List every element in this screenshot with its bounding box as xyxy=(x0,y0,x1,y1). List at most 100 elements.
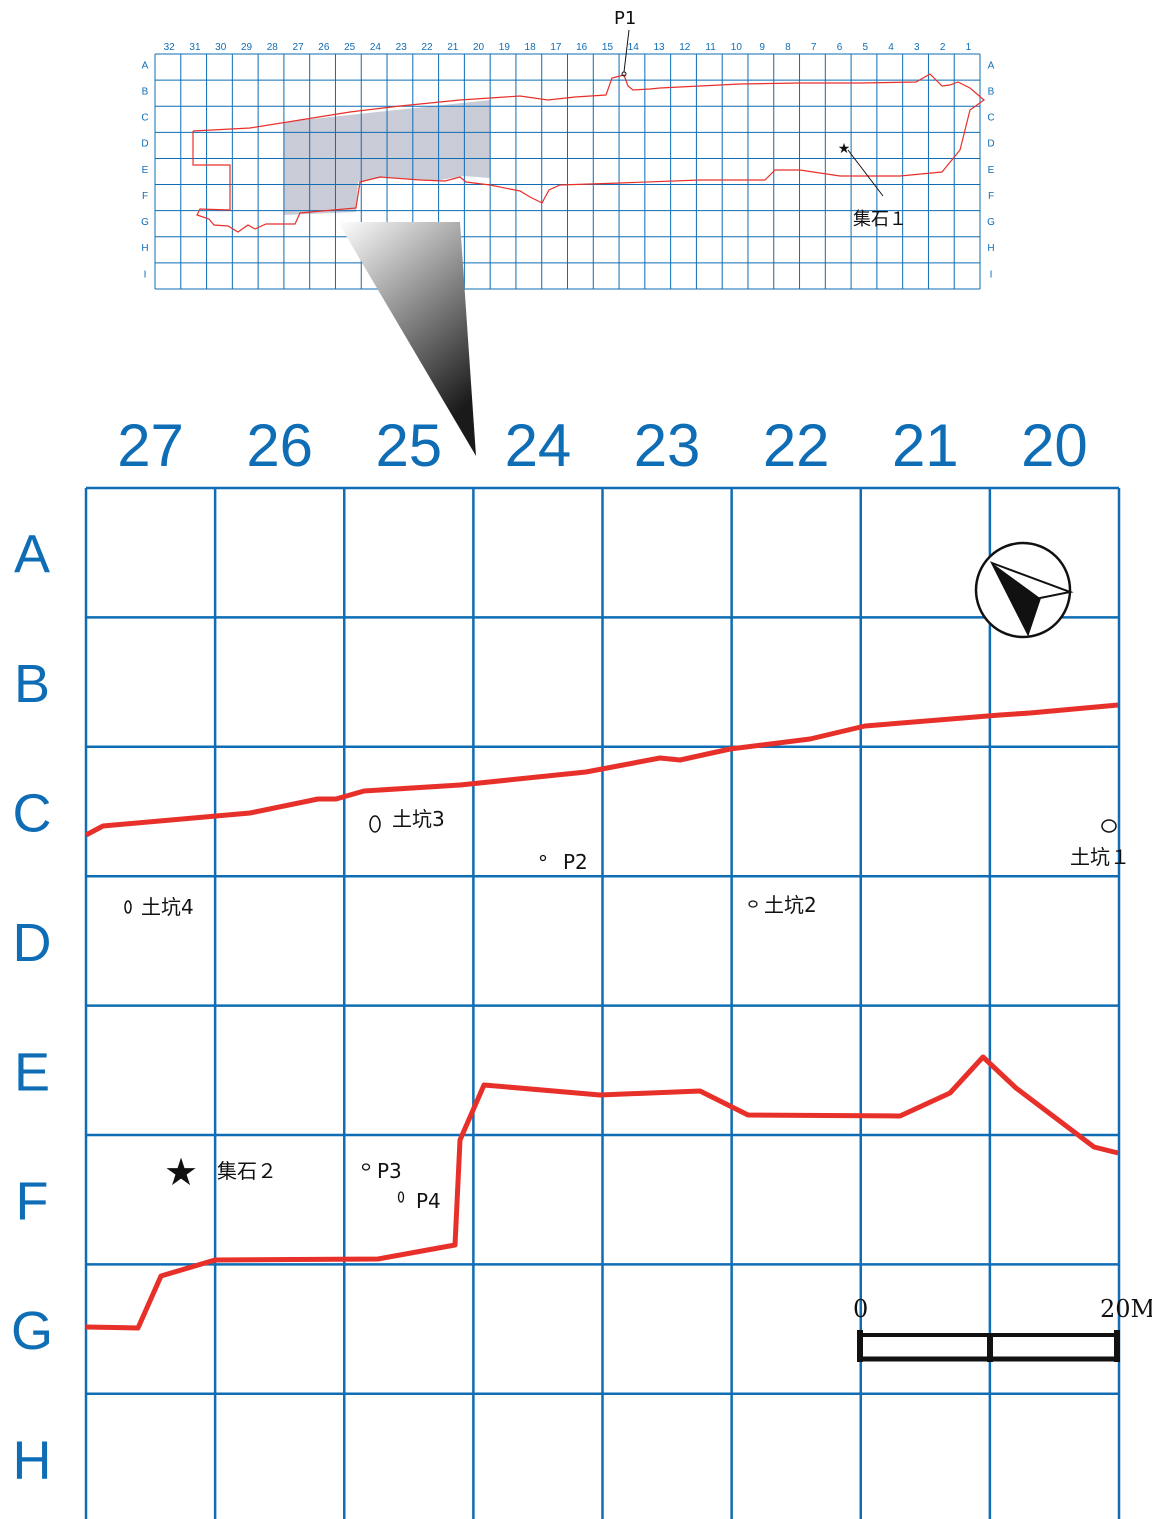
overview-row-label-right: A xyxy=(988,60,995,71)
overview-column-label: 22 xyxy=(421,42,433,53)
overview-row-labels: A A B B C C D D E E F F G G H H I I xyxy=(141,60,995,280)
detail-row-labels: A B C D E F G H xyxy=(11,525,53,1491)
overview-column-label: 7 xyxy=(811,42,817,53)
post-p3-label: P3 xyxy=(377,1159,402,1183)
overview-p1-leader xyxy=(623,29,630,73)
pit-1-label: 土坑１ xyxy=(1070,845,1130,869)
overview-column-label: 17 xyxy=(550,42,562,53)
overview-p1-marker xyxy=(621,71,627,77)
overview-site-boundary xyxy=(192,73,985,233)
scale-max-label: 20M xyxy=(1100,1295,1152,1323)
pit-2-label: 土坑2 xyxy=(764,893,817,917)
overview-column-label: 12 xyxy=(679,42,691,53)
overview-column-label: 9 xyxy=(759,42,765,53)
overview-column-label: 14 xyxy=(628,42,640,53)
overview-row-label-left: I xyxy=(144,269,147,280)
overview-row-label-right: H xyxy=(987,243,994,254)
overview-row-label-right: F xyxy=(988,191,994,202)
overview-row-label-left: D xyxy=(141,139,148,150)
overview-column-label: 19 xyxy=(499,42,511,53)
post-p3-marker xyxy=(361,1163,371,1171)
overview-column-label: 26 xyxy=(318,42,330,53)
overview-column-label: 11 xyxy=(705,42,716,53)
overview-column-label: 24 xyxy=(370,42,382,53)
zoom-connector xyxy=(338,222,476,456)
overview-column-label: 10 xyxy=(731,42,743,53)
overview-row-label-left: E xyxy=(142,165,149,176)
overview-column-label: 3 xyxy=(914,42,920,53)
overview-stone-cluster-1-leader xyxy=(847,149,884,197)
detail-south-boundary xyxy=(85,1054,1119,1331)
detail-row-label: E xyxy=(14,1042,50,1102)
pit-2-marker xyxy=(748,900,758,908)
overview-row-label-left: B xyxy=(142,86,149,97)
overview-column-label: 27 xyxy=(293,42,305,53)
overview-column-label: 4 xyxy=(888,42,894,53)
scale-bar: 0 20M xyxy=(853,1295,1152,1362)
detail-column-labels: 27 26 25 24 23 22 21 20 xyxy=(117,412,1088,479)
overview-row-label-right: G xyxy=(987,217,995,228)
star-icon: ★ xyxy=(164,1152,198,1194)
overview-column-label: 30 xyxy=(215,42,227,53)
detail-row-label: C xyxy=(13,784,52,844)
scale-min-label: 0 xyxy=(853,1295,868,1323)
pit-3-label: 土坑3 xyxy=(392,807,445,831)
overview-row-label-right: B xyxy=(988,86,995,97)
overview-column-label: 29 xyxy=(241,42,253,53)
overview-column-labels: 32 31 30 29 28 27 26 25 24 23 22 21 20 19 18 17 16 15 14 13… xyxy=(164,42,972,53)
overview-column-label: 2 xyxy=(940,42,946,53)
detail-row-label: D xyxy=(13,913,52,973)
overview-row-label-left: G xyxy=(141,217,149,228)
detail-grid xyxy=(84,486,1121,1519)
detail-north-boundary xyxy=(84,702,1119,838)
overview-stone-cluster-1-label: 集石１ xyxy=(853,209,907,230)
overview-row-label-left: C xyxy=(141,113,148,124)
detail-row-label: B xyxy=(14,654,50,714)
post-p4-marker xyxy=(397,1191,405,1203)
overview-row-label-left: F xyxy=(142,191,148,202)
overview-column-label: 32 xyxy=(164,42,176,53)
overview-column-label: 23 xyxy=(396,42,408,53)
overview-row-label-left: H xyxy=(141,243,148,254)
detail-column-label: 25 xyxy=(375,412,442,479)
pit-4-marker xyxy=(124,900,132,914)
pit-4-label: 土坑4 xyxy=(141,895,194,919)
detail-column-label: 26 xyxy=(246,412,313,479)
detail-row-label: F xyxy=(16,1172,49,1232)
overview-column-label: 5 xyxy=(862,42,868,53)
overview-column-label: 21 xyxy=(447,42,459,53)
detail-map: 27 26 25 24 23 22 21 20 A B C D E F G H 土坑3 P2 土坑１ 土坑4… xyxy=(11,412,1152,1519)
detail-row-label: A xyxy=(14,525,50,585)
overview-p1-label: P1 xyxy=(614,8,636,29)
overview-row-label-left: A xyxy=(142,60,149,71)
pit-3-marker xyxy=(369,815,381,833)
overview-column-label: 25 xyxy=(344,42,356,53)
overview-column-label: 16 xyxy=(576,42,588,53)
detail-column-label: 20 xyxy=(1021,412,1088,479)
detail-column-label: 21 xyxy=(892,412,959,479)
detail-row-label: G xyxy=(11,1301,53,1361)
post-p2-label: P2 xyxy=(563,850,588,874)
overview-column-label: 15 xyxy=(602,42,614,53)
detail-column-label: 22 xyxy=(763,412,830,479)
overview-map: 32 31 30 29 28 27 26 25 24 23 22 21 20 19 18 17 16 15 14 13… xyxy=(141,8,995,290)
overview-column-label: 8 xyxy=(785,42,791,53)
overview-column-label: 18 xyxy=(525,42,537,53)
north-arrow-icon xyxy=(974,541,1074,639)
overview-column-label: 1 xyxy=(966,42,972,53)
detail-column-label: 27 xyxy=(117,412,184,479)
overview-column-label: 6 xyxy=(837,42,843,53)
overview-column-label: 20 xyxy=(473,42,485,53)
detail-column-label: 24 xyxy=(505,412,572,479)
detail-row-label: H xyxy=(13,1431,52,1491)
overview-column-label: 31 xyxy=(189,42,201,53)
post-p2-marker xyxy=(539,854,547,862)
overview-row-label-right: C xyxy=(987,113,994,124)
overview-row-label-right: E xyxy=(988,165,995,176)
stone-cluster-2-label: 集石２ xyxy=(217,1159,277,1183)
overview-column-label: 13 xyxy=(653,42,665,53)
overview-column-label: 28 xyxy=(267,42,279,53)
star-icon: ★ xyxy=(838,140,851,156)
pit-1-marker xyxy=(1101,819,1117,833)
